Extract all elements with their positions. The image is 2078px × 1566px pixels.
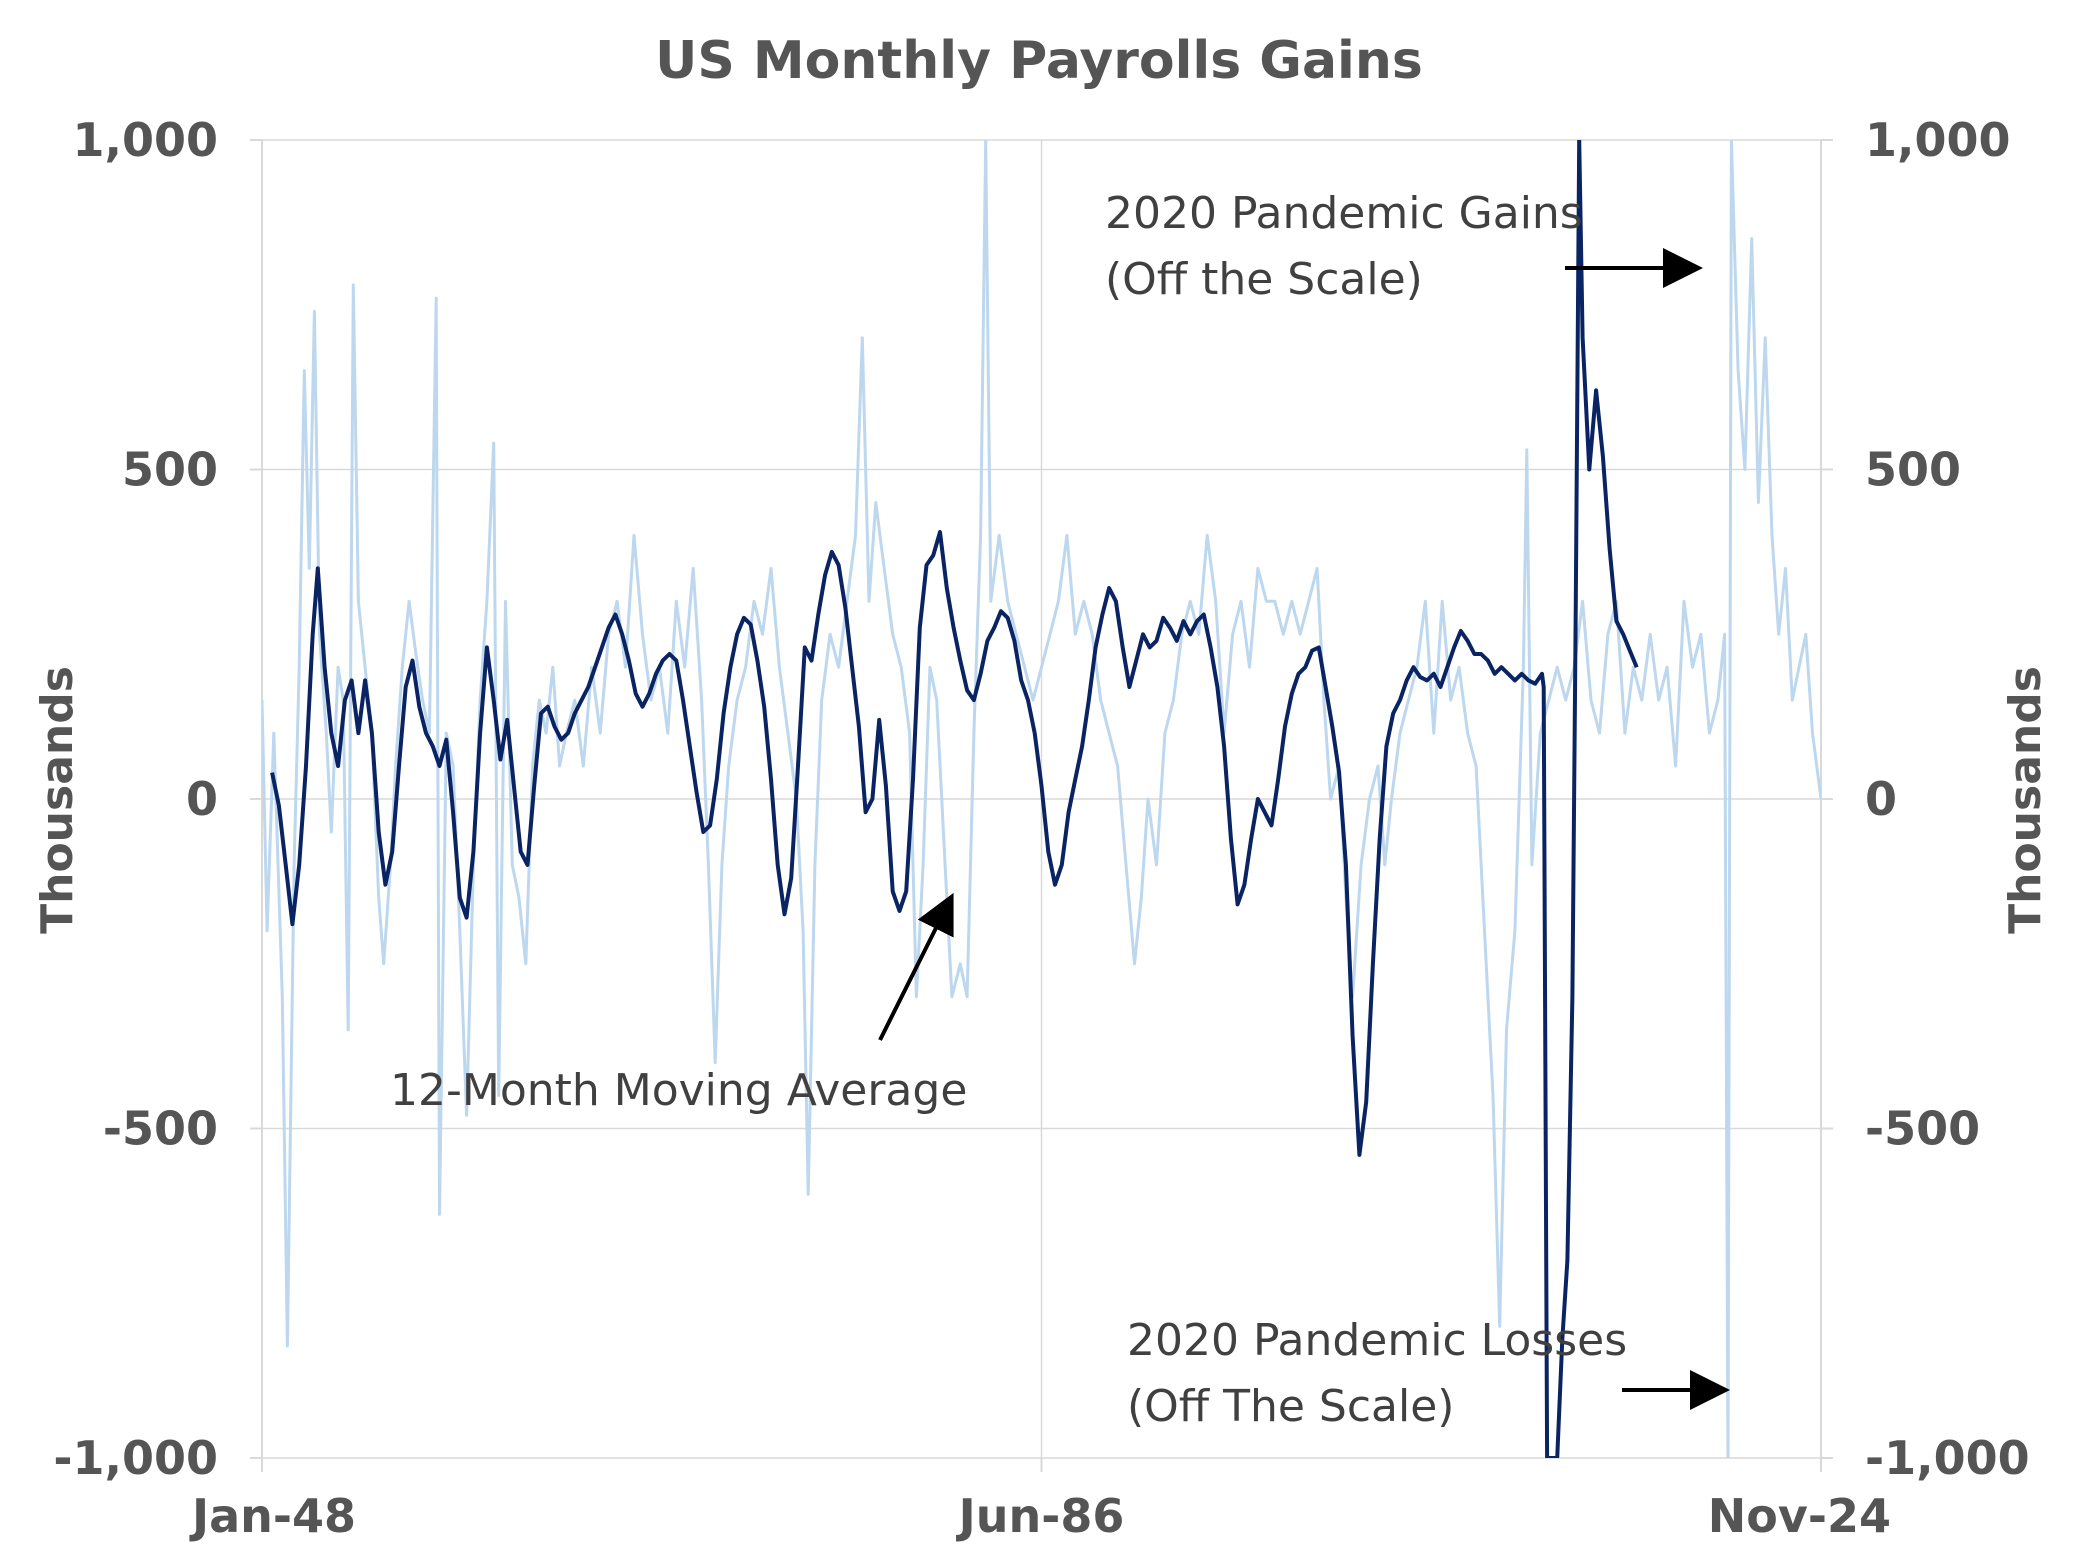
x-tick-label: Nov-24	[1708, 1489, 1891, 1543]
y-tick-label-left: -1,000	[53, 1431, 218, 1485]
annotation-text: 12-Month Moving Average	[390, 1065, 967, 1116]
y-tick-label-right: 1,000	[1865, 113, 2011, 167]
y-tick-label-right: -1,000	[1865, 1431, 2030, 1485]
x-tick-label: Jun-86	[956, 1489, 1125, 1543]
annotation-gains: 2020 Pandemic Gains (Off the Scale)	[1105, 188, 1703, 305]
y-tick-label-left: 1,000	[72, 113, 218, 167]
y-tick-label-right: -500	[1865, 1102, 1980, 1156]
y-tick-label-left: 500	[122, 443, 218, 497]
annotation-text: (Off the Scale)	[1105, 254, 1423, 305]
annotation-text: 2020 Pandemic Gains	[1105, 188, 1583, 239]
annotation-arrow	[878, 892, 954, 1041]
annotation-layer: 2020 Pandemic Gains (Off the Scale) 12-Mon…	[390, 188, 1730, 1432]
y-tick-label-right: 500	[1865, 443, 1961, 497]
y-axis-label-left: Thousands	[32, 666, 83, 934]
annotation-text: (Off The Scale)	[1127, 1381, 1454, 1432]
y-tick-label-right: 0	[1865, 772, 1897, 826]
annotation-losses: 2020 Pandemic Losses (Off The Scale)	[1127, 1315, 1730, 1432]
y-tick-label-left: 0	[186, 772, 218, 826]
series-layer	[262, 140, 1821, 1458]
x-tick-label: Jan-48	[189, 1489, 356, 1543]
annotation-text: 2020 Pandemic Losses	[1127, 1315, 1627, 1366]
series-line-moving-average	[270, 140, 1639, 1458]
chart-title: US Monthly Payrolls Gains	[655, 31, 1423, 91]
annotation-moving-average: 12-Month Moving Average	[390, 892, 967, 1116]
series-line-monthly	[262, 140, 1821, 1458]
y-axis-label-right: Thousands	[2000, 666, 2051, 934]
y-tick-label-left: -500	[103, 1102, 218, 1156]
